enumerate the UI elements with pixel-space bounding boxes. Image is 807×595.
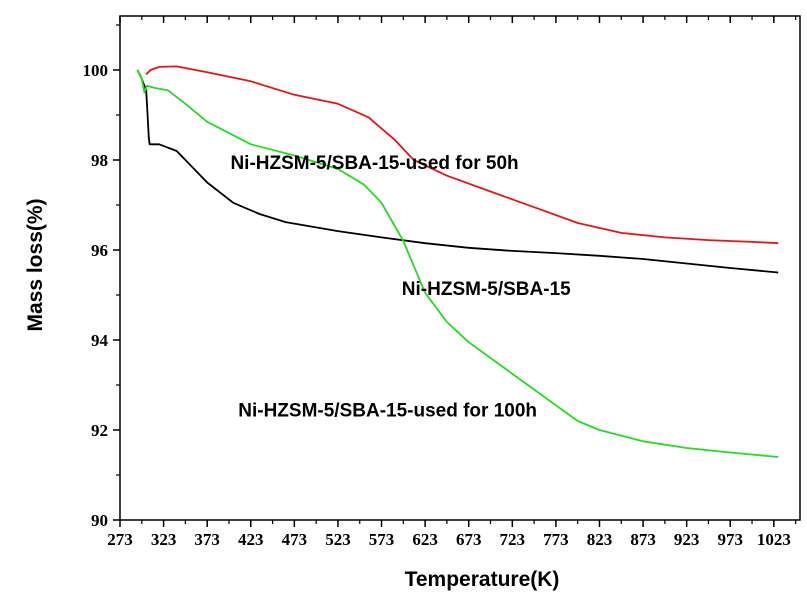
x-tick-label: 1023 [757,530,791,549]
y-tick-label: 98 [91,151,108,170]
series-line-3 [136,69,779,458]
x-tick-label: 423 [238,530,264,549]
y-tick-label: 100 [83,61,109,80]
x-tick-label: 373 [194,530,220,549]
x-tick-label: 673 [456,530,482,549]
x-tick-label: 923 [674,530,700,549]
series-annotation: Ni-HZSM-5/SBA-15-used for 50h [230,153,518,174]
y-axis-title: Mass loss(%) [24,198,47,331]
y-tick-label: 96 [91,241,108,260]
x-axis-title: Temperature(K) [405,568,560,591]
series-annotation: Ni-HZSM-5/SBA-15 [402,279,571,300]
x-tick-label: 523 [325,530,351,549]
x-tick-label: 323 [151,530,177,549]
series-annotation: Ni-HZSM-5/SBA-15-used for 100h [238,401,537,422]
x-tick-label: 723 [500,530,526,549]
y-tick-label: 92 [91,421,108,440]
x-tick-label: 623 [412,530,438,549]
x-tick-label: 473 [282,530,308,549]
series-line-1 [145,65,779,245]
x-tick-label: 773 [543,530,569,549]
series-line-2 [136,69,779,274]
x-tick-label: 873 [630,530,656,549]
y-tick-label: 90 [91,511,108,530]
x-tick-label: 273 [107,530,133,549]
x-tick-label: 973 [718,530,744,549]
plot-frame [119,15,801,521]
x-tick-label: 573 [369,530,395,549]
y-tick-label: 94 [91,331,109,350]
x-tick-label: 823 [587,530,613,549]
